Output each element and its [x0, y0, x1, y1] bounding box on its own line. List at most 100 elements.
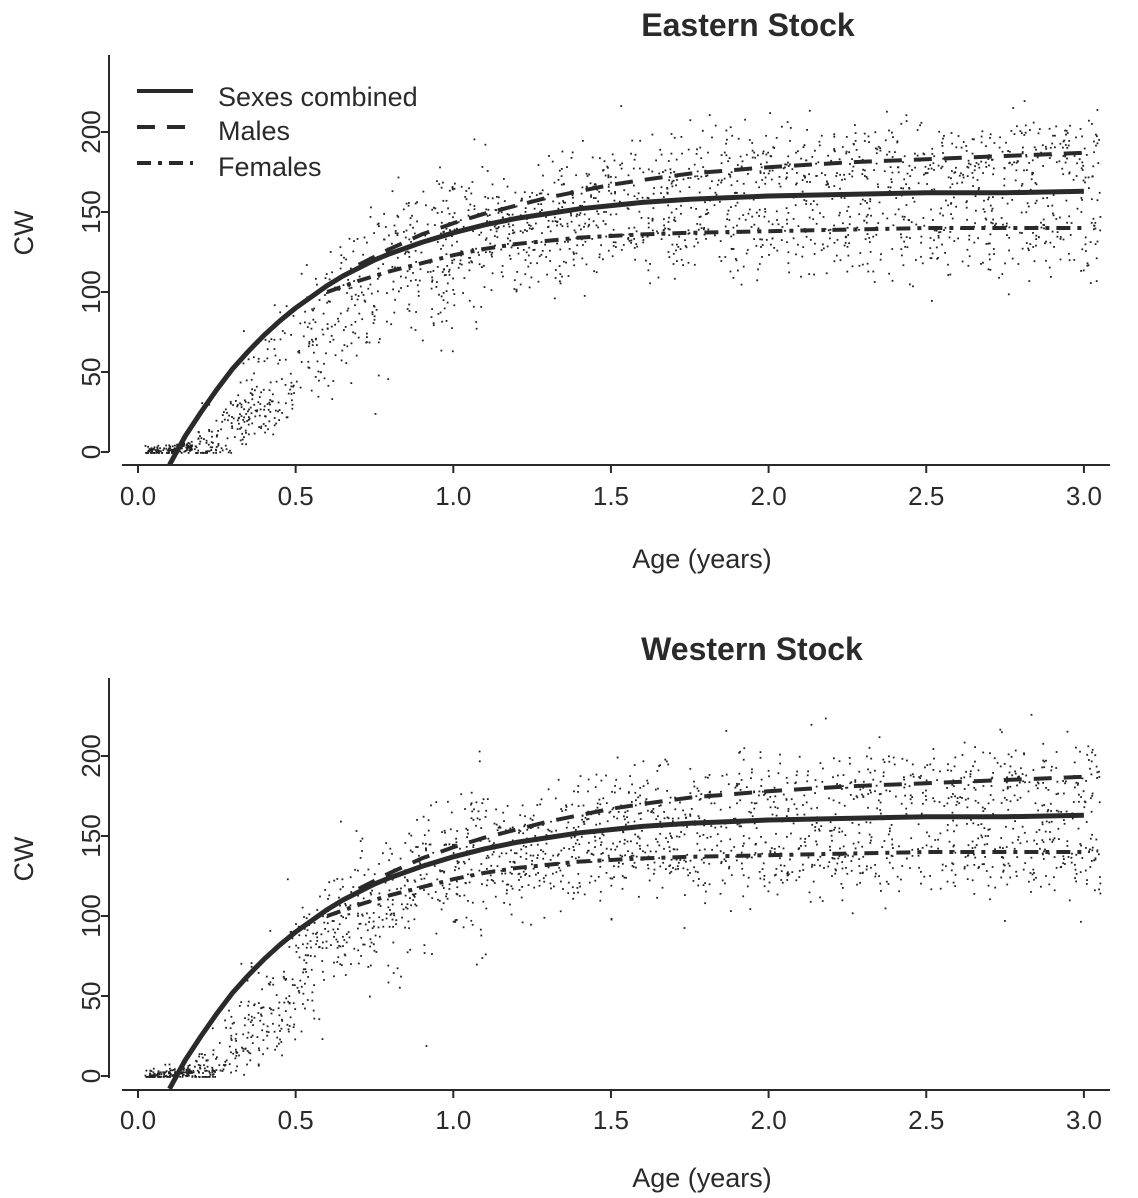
data-point	[888, 150, 891, 153]
data-point	[827, 865, 830, 868]
data-point	[532, 867, 535, 870]
data-point	[497, 226, 500, 228]
data-point	[573, 229, 576, 232]
data-point	[841, 178, 843, 181]
data-point	[1046, 810, 1049, 813]
data-point	[219, 451, 222, 454]
data-point	[295, 944, 297, 947]
data-point	[1011, 199, 1014, 201]
data-point	[1053, 246, 1055, 248]
data-point	[204, 1070, 207, 1072]
data-point	[211, 1074, 214, 1076]
data-point	[327, 300, 330, 303]
data-point	[221, 449, 224, 452]
data-point	[611, 877, 614, 880]
data-point	[596, 210, 598, 213]
data-point	[851, 170, 854, 172]
data-point	[353, 947, 356, 950]
data-point	[409, 217, 412, 219]
data-point	[529, 817, 532, 820]
data-point	[703, 848, 706, 851]
data-point	[621, 875, 624, 877]
data-point	[677, 861, 680, 864]
western-stock-panel: Western Stock CW Age (years) 0.0 0.5 1.0 1.…	[9, 631, 1110, 1193]
data-point	[450, 811, 453, 814]
data-point	[685, 860, 687, 863]
data-point	[394, 232, 397, 234]
data-point	[608, 811, 611, 814]
data-point	[506, 889, 508, 892]
data-point	[417, 295, 420, 297]
data-point	[509, 871, 512, 874]
data-point	[854, 847, 857, 850]
data-point	[1052, 214, 1055, 217]
data-point	[1037, 236, 1040, 238]
data-point	[862, 855, 865, 858]
data-point	[667, 251, 670, 253]
data-point	[1094, 243, 1097, 245]
data-point	[482, 798, 485, 801]
data-point	[615, 213, 618, 216]
data-point	[1083, 147, 1086, 150]
data-point	[394, 266, 396, 269]
data-point	[831, 198, 834, 200]
data-point	[357, 949, 360, 952]
data-point	[1021, 232, 1023, 234]
data-point	[170, 1073, 172, 1076]
data-point	[724, 256, 727, 258]
data-point	[313, 1017, 316, 1020]
data-point	[1012, 107, 1015, 109]
data-point	[553, 297, 556, 300]
data-point	[1045, 875, 1047, 877]
data-point	[1016, 799, 1019, 801]
data-point	[384, 226, 387, 228]
data-point	[920, 775, 922, 777]
data-point	[470, 192, 473, 195]
data-point	[715, 193, 718, 196]
data-point	[492, 851, 495, 853]
data-point	[750, 801, 753, 804]
data-point	[466, 829, 469, 831]
data-point	[1033, 146, 1036, 149]
data-point	[533, 207, 536, 210]
data-point	[1084, 243, 1087, 246]
data-point	[1035, 784, 1038, 787]
data-point	[419, 862, 422, 865]
data-point	[274, 1048, 276, 1051]
data-point	[891, 171, 894, 174]
data-point	[904, 783, 907, 786]
data-point	[607, 249, 610, 252]
data-point	[347, 931, 350, 933]
data-point	[269, 381, 272, 384]
data-point	[490, 253, 493, 256]
data-point	[954, 171, 957, 174]
data-point	[1040, 221, 1042, 224]
data-point	[432, 324, 435, 327]
data-point	[864, 175, 866, 177]
data-point	[687, 229, 690, 232]
data-point	[304, 310, 306, 313]
data-point	[897, 166, 899, 169]
data-point	[230, 1051, 232, 1054]
data-point	[761, 179, 764, 181]
data-point	[478, 254, 480, 256]
data-point	[514, 852, 516, 855]
data-point	[547, 866, 550, 869]
data-point	[995, 222, 997, 225]
data-point	[205, 439, 208, 442]
data-point	[478, 234, 481, 236]
data-point	[1066, 221, 1068, 224]
data-point	[1063, 139, 1066, 142]
data-point	[605, 211, 607, 213]
data-point	[1006, 787, 1009, 790]
data-point	[1049, 146, 1052, 149]
data-point	[880, 812, 882, 815]
data-point	[1086, 879, 1088, 881]
data-point	[1091, 748, 1094, 751]
data-point	[805, 801, 808, 804]
data-point	[710, 802, 713, 805]
data-point	[987, 158, 990, 160]
data-point	[165, 447, 168, 450]
data-point	[611, 153, 614, 156]
data-point	[821, 900, 824, 902]
